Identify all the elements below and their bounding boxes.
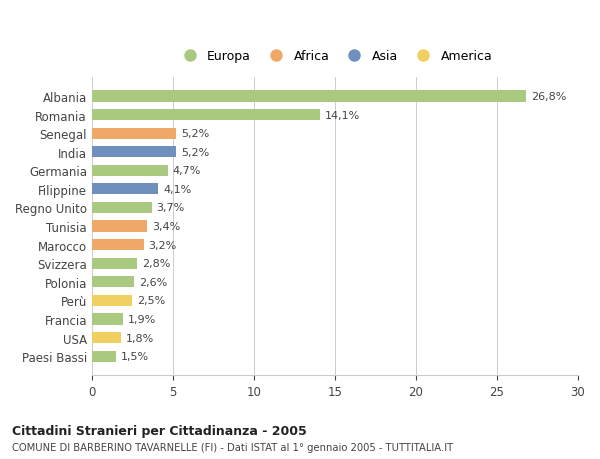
Legend: Europa, Africa, Asia, America: Europa, Africa, Asia, America: [172, 45, 497, 68]
Bar: [92, 147, 176, 158]
Bar: [92, 110, 320, 121]
Bar: [92, 295, 133, 306]
Text: 4,1%: 4,1%: [163, 185, 191, 195]
Text: COMUNE DI BARBERINO TAVARNELLE (FI) - Dati ISTAT al 1° gennaio 2005 - TUTTITALIA: COMUNE DI BARBERINO TAVARNELLE (FI) - Da…: [12, 442, 453, 452]
Text: 4,7%: 4,7%: [173, 166, 201, 176]
Text: 1,9%: 1,9%: [127, 314, 156, 324]
Bar: [92, 240, 143, 251]
Text: 3,7%: 3,7%: [157, 203, 185, 213]
Text: 26,8%: 26,8%: [530, 92, 566, 102]
Text: Cittadini Stranieri per Cittadinanza - 2005: Cittadini Stranieri per Cittadinanza - 2…: [12, 424, 307, 437]
Bar: [92, 221, 147, 232]
Text: 5,2%: 5,2%: [181, 129, 209, 139]
Bar: [92, 258, 137, 269]
Text: 1,8%: 1,8%: [126, 333, 154, 343]
Text: 1,5%: 1,5%: [121, 352, 149, 361]
Bar: [92, 332, 121, 343]
Text: 3,2%: 3,2%: [149, 240, 177, 250]
Bar: [92, 91, 526, 102]
Text: 2,8%: 2,8%: [142, 258, 170, 269]
Text: 5,2%: 5,2%: [181, 147, 209, 157]
Bar: [92, 313, 122, 325]
Text: 2,5%: 2,5%: [137, 296, 166, 306]
Bar: [92, 202, 152, 213]
Text: 3,4%: 3,4%: [152, 222, 180, 231]
Bar: [92, 277, 134, 288]
Bar: [92, 128, 176, 140]
Bar: [92, 184, 158, 195]
Text: 2,6%: 2,6%: [139, 277, 167, 287]
Bar: [92, 351, 116, 362]
Bar: [92, 165, 168, 176]
Text: 14,1%: 14,1%: [325, 110, 360, 120]
